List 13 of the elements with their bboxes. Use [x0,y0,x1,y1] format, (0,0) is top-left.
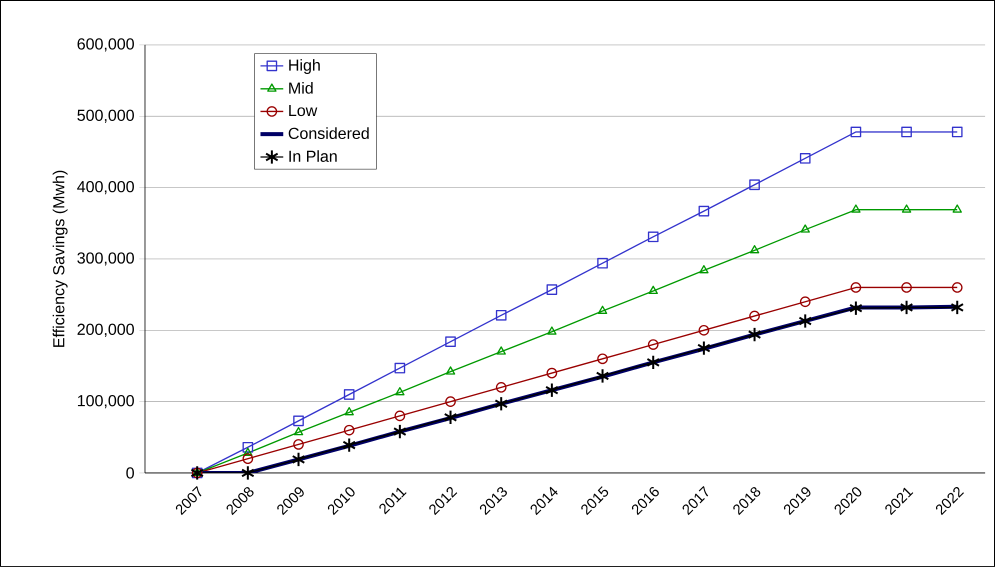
y-tick-label: 600,000 [78,38,134,52]
y-tick-label: 400,000 [77,181,134,194]
legend-label: Considered [288,127,369,140]
y-tick-label: 500,000 [77,110,134,123]
y-tick-label: 0 [126,467,134,479]
y-tick-label: 300,000 [77,252,134,266]
y-axis-title: Efficiency Savings (Mwh) [52,170,68,347]
legend-label: Low [289,104,318,116]
y-tick-label: 200,000 [78,324,134,337]
legend-label: In Plan [289,150,337,162]
legend-label: Mid [289,82,313,94]
y-tick-label: 100,000 [78,395,134,408]
legend-label: High [289,59,320,74]
